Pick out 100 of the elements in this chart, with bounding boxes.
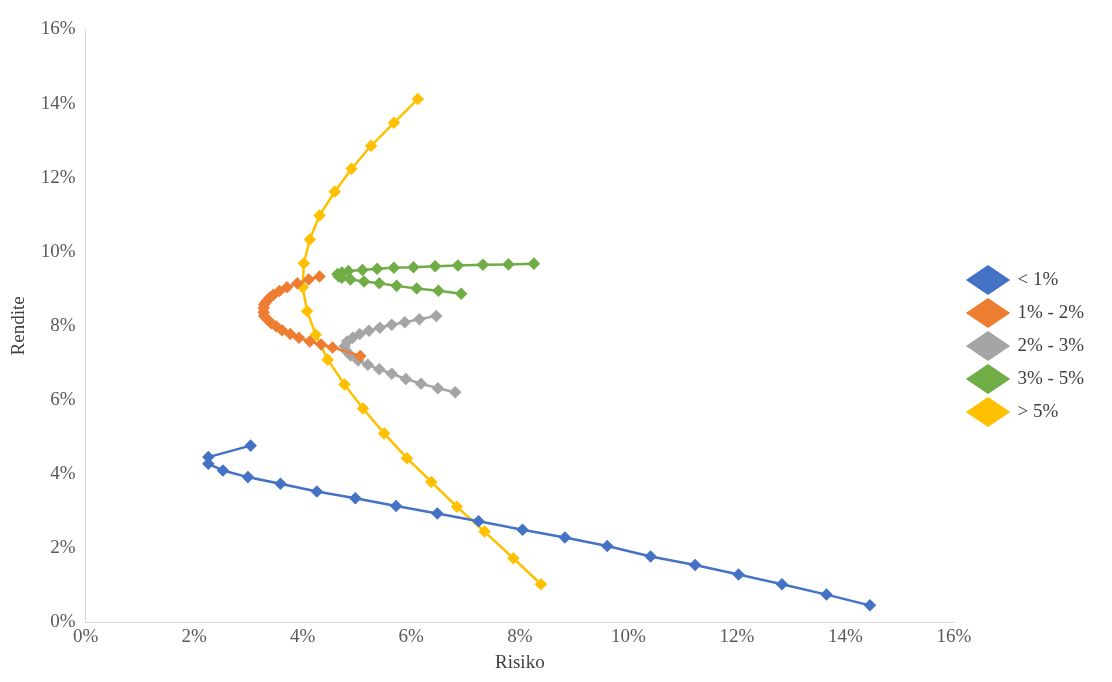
- point: [413, 313, 426, 325]
- point: [430, 310, 442, 322]
- x-tick-label: 16%: [936, 624, 972, 646]
- point: [400, 373, 412, 385]
- point: [820, 588, 833, 601]
- x-tick-label: 4%: [290, 624, 316, 646]
- point: [326, 341, 339, 354]
- y-tick-label: 12%: [40, 165, 76, 187]
- point: [385, 319, 398, 331]
- point: [502, 258, 515, 271]
- point: [298, 257, 310, 270]
- legend-label: 3% - 5%: [1017, 366, 1085, 388]
- point: [302, 273, 315, 286]
- point: [516, 523, 529, 536]
- point: [407, 261, 420, 274]
- point: [321, 353, 334, 366]
- point: [410, 282, 423, 295]
- point: [390, 280, 403, 292]
- point: [455, 287, 467, 300]
- point: [432, 284, 445, 297]
- y-tick-label: 10%: [40, 239, 76, 261]
- point: [358, 275, 370, 288]
- point: [356, 264, 369, 276]
- point: [349, 492, 362, 504]
- legend-label: < 1%: [1017, 267, 1059, 289]
- point: [689, 559, 701, 571]
- point: [732, 568, 745, 581]
- y-tick-label: 4%: [50, 462, 76, 484]
- x-tick-label: 6%: [398, 624, 425, 646]
- point: [284, 328, 296, 340]
- point: [301, 305, 313, 317]
- point: [365, 140, 377, 152]
- point: [345, 163, 358, 175]
- point: [304, 233, 316, 246]
- y-tick-label: 14%: [40, 91, 76, 113]
- legend-label: > 5%: [1017, 399, 1059, 421]
- y-tick-label: 2%: [50, 536, 76, 558]
- point: [357, 402, 369, 415]
- point: [344, 273, 357, 286]
- x-tick-label: 14%: [828, 624, 864, 646]
- point: [535, 578, 547, 590]
- point: [601, 540, 613, 552]
- point: [449, 386, 461, 398]
- point: [315, 338, 327, 351]
- point: [477, 259, 489, 271]
- point: [425, 476, 438, 488]
- point: [242, 471, 254, 483]
- point: [478, 525, 491, 538]
- legend-label: 2% - 3%: [1017, 333, 1085, 355]
- point: [281, 281, 293, 294]
- legend-label: 1% - 2%: [1017, 300, 1085, 322]
- x-tick-label: 10%: [610, 624, 646, 646]
- point: [559, 531, 571, 544]
- y-axis-title: Rendite: [7, 296, 29, 356]
- point: [329, 185, 341, 198]
- point: [371, 263, 383, 275]
- point: [431, 507, 444, 520]
- point: [217, 464, 229, 477]
- point: [776, 578, 788, 590]
- point: [429, 260, 441, 272]
- point: [644, 550, 657, 563]
- point: [432, 382, 444, 394]
- point: [401, 452, 413, 464]
- point: [378, 427, 390, 440]
- point: [472, 515, 485, 527]
- point: [310, 329, 322, 341]
- point: [415, 377, 427, 390]
- x-tick-label: 8%: [507, 624, 533, 646]
- point: [399, 316, 411, 328]
- point: [452, 259, 464, 272]
- point: [864, 599, 876, 612]
- point: [451, 501, 463, 513]
- point: [293, 332, 305, 344]
- point: [353, 328, 366, 340]
- x-tick-label: 12%: [719, 624, 755, 646]
- point: [390, 500, 402, 512]
- point: [311, 485, 323, 498]
- y-tick-label: 6%: [50, 388, 76, 410]
- point: [374, 322, 386, 334]
- point: [338, 378, 351, 391]
- point: [291, 277, 304, 290]
- point: [304, 335, 316, 348]
- y-tick-label: 16%: [40, 17, 76, 39]
- point: [373, 363, 385, 376]
- point: [244, 439, 257, 452]
- point: [354, 350, 367, 362]
- point: [507, 552, 520, 565]
- point: [388, 261, 400, 274]
- point: [388, 117, 400, 129]
- point: [362, 359, 374, 371]
- point: [412, 93, 424, 105]
- point: [373, 277, 385, 290]
- x-axis-title: Risiko: [495, 650, 545, 672]
- point: [313, 209, 326, 222]
- y-tick-label: 8%: [50, 313, 76, 335]
- point: [385, 367, 398, 380]
- point: [363, 324, 375, 337]
- point: [528, 257, 540, 270]
- x-tick-label: 2%: [181, 624, 208, 646]
- point: [313, 270, 326, 283]
